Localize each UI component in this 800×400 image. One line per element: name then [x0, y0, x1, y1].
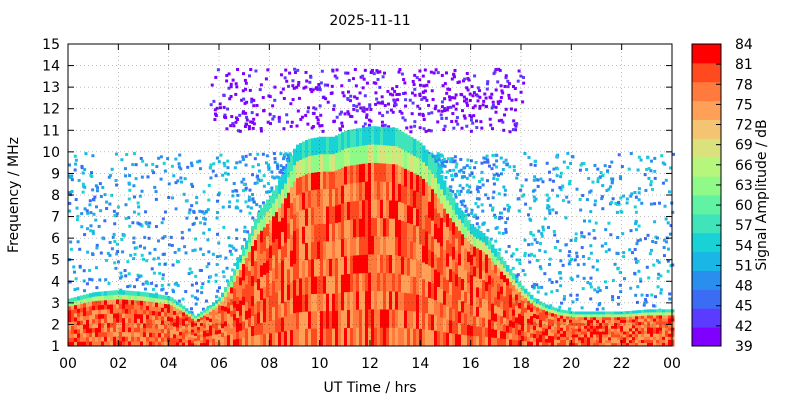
y-tick-label: 9: [51, 166, 60, 182]
colorbar-swatch: [692, 232, 721, 253]
colorbar-tick-label: 60: [735, 198, 753, 214]
colorbar-swatch: [692, 327, 721, 347]
y-tick-label: 14: [42, 59, 60, 75]
x-axis-ticks: 00 02 04 06 08 10 12 14 16 18 20 22 00: [59, 44, 681, 372]
x-tick-label: 14: [411, 356, 429, 372]
y-tick-label: 6: [51, 231, 60, 247]
chart-title: 2025-11-11: [329, 13, 410, 29]
colorbar-tick-label: 54: [735, 238, 753, 254]
colorbar-tick-label: 42: [735, 319, 753, 335]
y-axis-label: Frequency / MHz: [6, 137, 22, 253]
colorbar-swatch: [692, 308, 721, 328]
y-tick-label: 7: [51, 210, 60, 226]
signal-band-heatmap: [68, 126, 675, 347]
colorbar-swatch: [692, 176, 721, 196]
colorbar-tick-label: 57: [735, 218, 753, 234]
colorbar-swatch: [692, 138, 721, 158]
colorbar-tick-label: 63: [735, 178, 753, 194]
colorbar-tick-label: 45: [735, 299, 753, 315]
x-tick-label: 06: [210, 356, 228, 372]
y-tick-label: 4: [51, 274, 60, 290]
x-tick-label: 18: [512, 356, 530, 372]
colorbar: 84 81 78 75 72 69 66 63 60 57 54 51 48 45 42 39: [691, 37, 753, 355]
colorbar-tick-label: 48: [735, 279, 753, 295]
colorbar-tick-label: 69: [735, 138, 753, 154]
colorbar-swatch: [692, 62, 721, 83]
x-tick-label: 22: [613, 356, 631, 372]
y-tick-label: 15: [42, 37, 60, 53]
y-tick-label: 11: [42, 123, 60, 139]
x-tick-label: 16: [462, 356, 480, 372]
y-tick-label: 1: [51, 339, 60, 355]
y-tick-label: 8: [51, 188, 60, 204]
colorbar-swatch: [692, 289, 721, 309]
x-tick-label: 04: [160, 356, 178, 372]
x-tick-label: 02: [109, 356, 127, 372]
colorbar-swatch: [692, 81, 721, 102]
colorbar-swatch: [692, 213, 721, 234]
colorbar-tick-label: 66: [735, 158, 753, 174]
x-tick-label: 10: [311, 356, 329, 372]
colorbar-swatch: [692, 195, 721, 215]
colorbar-swatch: [692, 119, 721, 139]
colorbar-swatch: [692, 251, 721, 271]
colorbar-label: Signal Amplitude / dB: [754, 119, 770, 270]
colorbar-tick-label: 78: [735, 77, 753, 93]
x-tick-label: 12: [361, 356, 379, 372]
colorbar-tick-label: 72: [735, 118, 753, 134]
colorbar-tick-label: 81: [735, 57, 753, 73]
x-tick-label: 00: [59, 356, 77, 372]
x-axis-label: UT Time / hrs: [323, 380, 416, 396]
colorbar-swatch: [692, 157, 721, 177]
x-tick-label: 08: [260, 356, 278, 372]
colorbar-tick-label: 84: [735, 37, 753, 53]
colorbar-swatch: [692, 100, 721, 120]
y-tick-label: 10: [42, 145, 60, 161]
colorbar-swatch: [692, 44, 721, 64]
y-tick-label: 13: [42, 80, 60, 96]
y-tick-label: 5: [51, 253, 60, 269]
colorbar-swatch: [692, 270, 721, 290]
y-tick-label: 2: [51, 317, 60, 333]
colorbar-tick-label: 51: [735, 258, 753, 274]
x-tick-label: 00: [663, 356, 681, 372]
x-tick-label: 20: [562, 356, 580, 372]
colorbar-tick-label: 39: [735, 339, 753, 355]
y-tick-label: 12: [42, 102, 60, 118]
colorbar-tick-label: 75: [735, 97, 753, 113]
y-tick-label: 3: [51, 296, 60, 312]
